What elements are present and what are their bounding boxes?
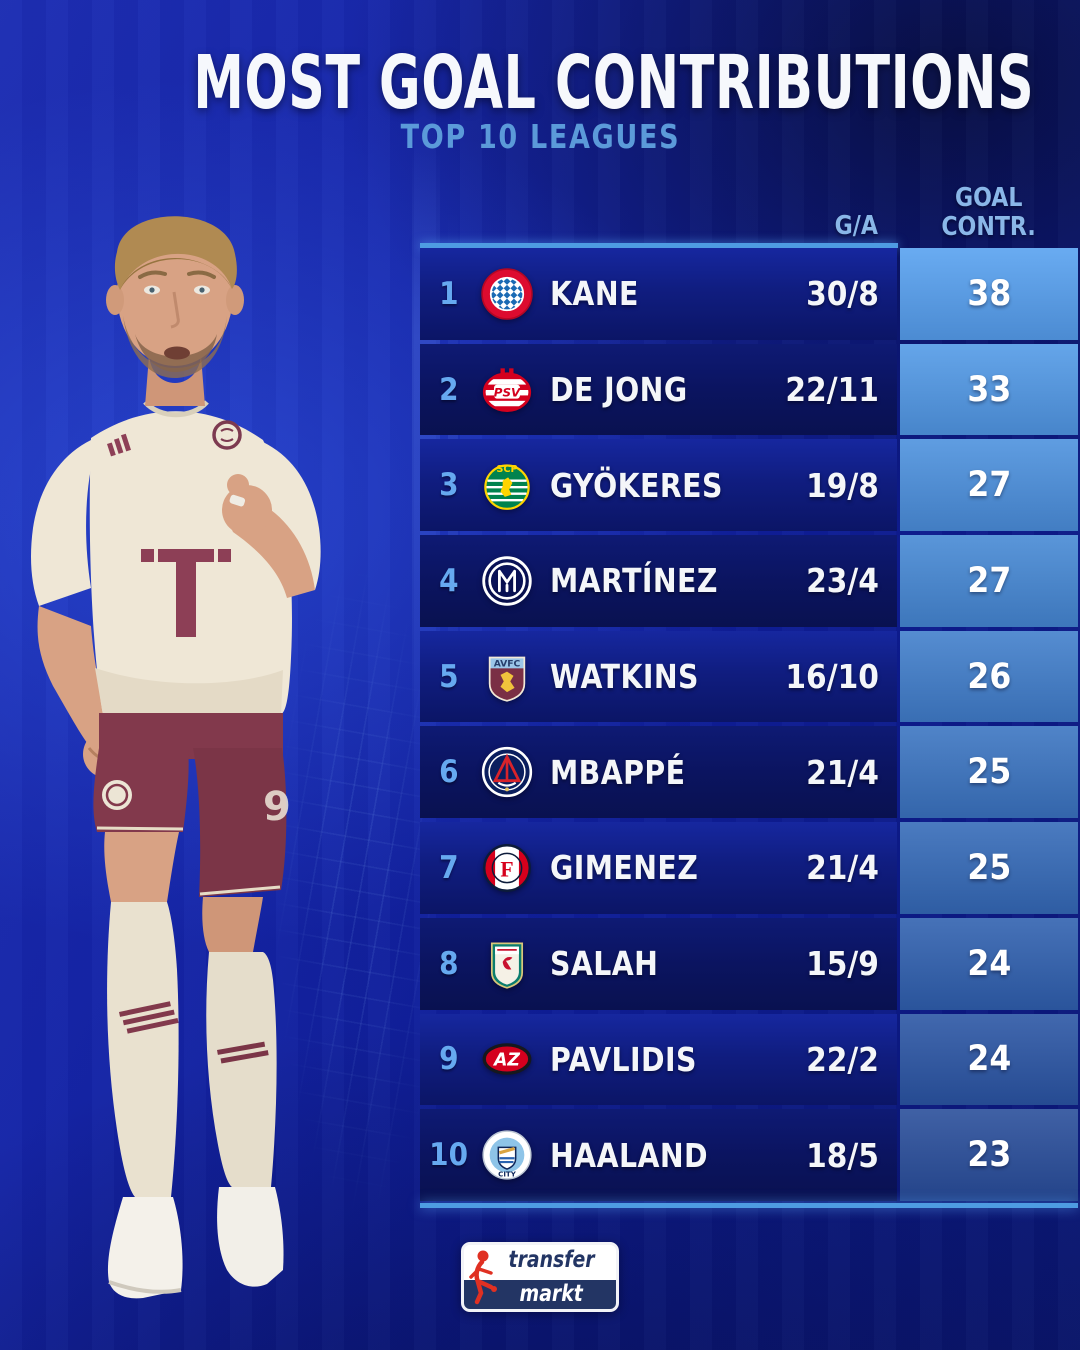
goal-contributions-cell: 25 — [900, 726, 1078, 819]
goals-assists-value: 18/5 — [806, 1135, 879, 1175]
goals-assists-value: 21/4 — [806, 848, 879, 888]
table-row: 9 AZ PAVLIDIS 22/2 24 — [420, 1013, 1078, 1106]
table-row: 5 AVFC WATKINS 16/10 26 — [420, 630, 1078, 723]
table-row-main: 7 F GIMENEZ 21/4 — [420, 822, 897, 914]
table-row-main: 9 AZ PAVLIDIS 22/2 — [420, 1013, 897, 1106]
table-row: 7 F GIMENEZ 21/4 25 — [420, 822, 1078, 914]
rank-label: 9 — [439, 1041, 459, 1078]
table-row-main: 3 SCP GYÖKERES 19/8 — [420, 439, 897, 532]
goals-assists-value: 16/10 — [785, 657, 879, 697]
player-name: KANE — [550, 274, 639, 314]
goal-contributions-cell: 24 — [900, 1013, 1078, 1106]
page-title: MOST GOAL CONTRIBUTIONS — [193, 40, 1035, 126]
svg-text:9: 9 — [263, 784, 291, 830]
transfermarkt-kicker-icon — [469, 1250, 497, 1305]
player-name: SALAH — [550, 944, 659, 984]
table-row: 3 SCP GYÖKERES 19/8 27 — [420, 439, 1078, 532]
rank-label: 5 — [439, 658, 459, 695]
player-name: GIMENEZ — [550, 848, 699, 888]
player-name: PAVLIDIS — [550, 1039, 697, 1079]
man-city-crest-icon: CITY — [480, 1128, 534, 1182]
bayern-munich-crest-icon — [480, 267, 534, 321]
table-row-main: 4 MARTÍNEZ 23/4 — [420, 535, 897, 627]
rank-label: 1 — [439, 275, 459, 312]
transfermarkt-logo: transfer markt — [461, 1242, 619, 1312]
table-row-main: 1 KANE 30/8 — [420, 248, 897, 340]
table-row: 2 PSV DE JONG 22/11 33 — [420, 343, 1078, 436]
liverpool-crest-icon — [480, 937, 534, 991]
rank-label: 10 — [429, 1137, 469, 1174]
player-name: MBAPPÉ — [550, 752, 686, 792]
goals-assists-value: 22/11 — [785, 370, 879, 410]
player-name: WATKINS — [550, 657, 699, 697]
goals-assists-value: 23/4 — [806, 561, 879, 601]
page-subtitle: TOP 10 LEAGUES — [400, 117, 680, 156]
psv-crest-icon: PSV — [480, 363, 534, 417]
goals-assists-value: 15/9 — [806, 944, 879, 984]
column-header-goal-contr: GOAL CONTR. — [941, 183, 1037, 242]
table-bottom-border — [420, 1203, 1078, 1208]
psg-crest-icon — [480, 745, 534, 799]
rank-label: 6 — [439, 754, 459, 791]
goal-contributions-cell: 26 — [900, 630, 1078, 723]
table-row-main: 6 MBAPPÉ 21/4 — [420, 726, 897, 819]
goal-contributions-cell: 25 — [900, 822, 1078, 914]
table-row: 6 MBAPPÉ 21/4 25 — [420, 726, 1078, 819]
svg-text:AVFC: AVFC — [494, 658, 521, 669]
goal-contributions-cell: 24 — [900, 917, 1078, 1010]
sporting-cp-crest-icon: SCP — [480, 458, 534, 512]
az-alkmaar-crest-icon: AZ — [480, 1032, 534, 1086]
rank-label: 2 — [439, 371, 459, 408]
svg-text:PSV: PSV — [494, 385, 521, 399]
table-row-main: 2 PSV DE JONG 22/11 — [420, 343, 897, 436]
table-row-main: 10 CITY HAALAND 18/5 — [420, 1109, 897, 1201]
transfermarkt-logo-top: transfer — [464, 1245, 616, 1274]
feyenoord-crest-icon: F — [480, 841, 534, 895]
svg-text:F: F — [500, 858, 513, 882]
player-name: MARTÍNEZ — [550, 561, 718, 601]
table-row: 10 CITY HAALAND 18/5 23 — [420, 1109, 1078, 1201]
table-top-border — [420, 243, 898, 248]
goal-contributions-cell: 33 — [900, 343, 1078, 436]
column-header-ga: G/A — [834, 211, 878, 241]
goal-contributions-cell: 27 — [900, 535, 1078, 627]
goals-assists-value: 21/4 — [806, 752, 879, 792]
rank-label: 7 — [439, 849, 459, 886]
rank-label: 3 — [439, 467, 459, 504]
svg-text:SCP: SCP — [496, 464, 517, 475]
leaderboard-table: G/A GOAL CONTR. 1 KANE 30/8 38 2 PSV DE … — [420, 184, 1078, 1214]
table-row: 8 SALAH 15/9 24 — [420, 917, 1078, 1010]
table-row-main: 8 SALAH 15/9 — [420, 917, 897, 1010]
rank-label: 4 — [439, 562, 459, 599]
aston-villa-crest-icon: AVFC — [480, 650, 534, 704]
table-rows: 1 KANE 30/8 38 2 PSV DE JONG 22/11 33 3 … — [420, 248, 1078, 1201]
table-row: 4 MARTÍNEZ 23/4 27 — [420, 535, 1078, 627]
svg-text:CITY: CITY — [498, 1170, 517, 1179]
player-name: HAALAND — [550, 1135, 709, 1175]
rank-label: 8 — [439, 945, 459, 982]
player-name: GYÖKERES — [550, 465, 723, 505]
goals-assists-value: 22/2 — [806, 1039, 879, 1079]
player-photo-harry-kane: 9 — [31, 216, 321, 1299]
svg-text:AZ: AZ — [492, 1051, 520, 1071]
goal-contributions-cell: 27 — [900, 439, 1078, 532]
inter-milan-crest-icon — [480, 554, 534, 608]
goal-contributions-cell: 23 — [900, 1109, 1078, 1201]
goals-assists-value: 19/8 — [806, 465, 879, 505]
table-row: 1 KANE 30/8 38 — [420, 248, 1078, 340]
table-row-main: 5 AVFC WATKINS 16/10 — [420, 630, 897, 723]
goal-contributions-cell: 38 — [900, 248, 1078, 340]
goals-assists-value: 30/8 — [806, 274, 879, 314]
player-name: DE JONG — [550, 370, 688, 410]
